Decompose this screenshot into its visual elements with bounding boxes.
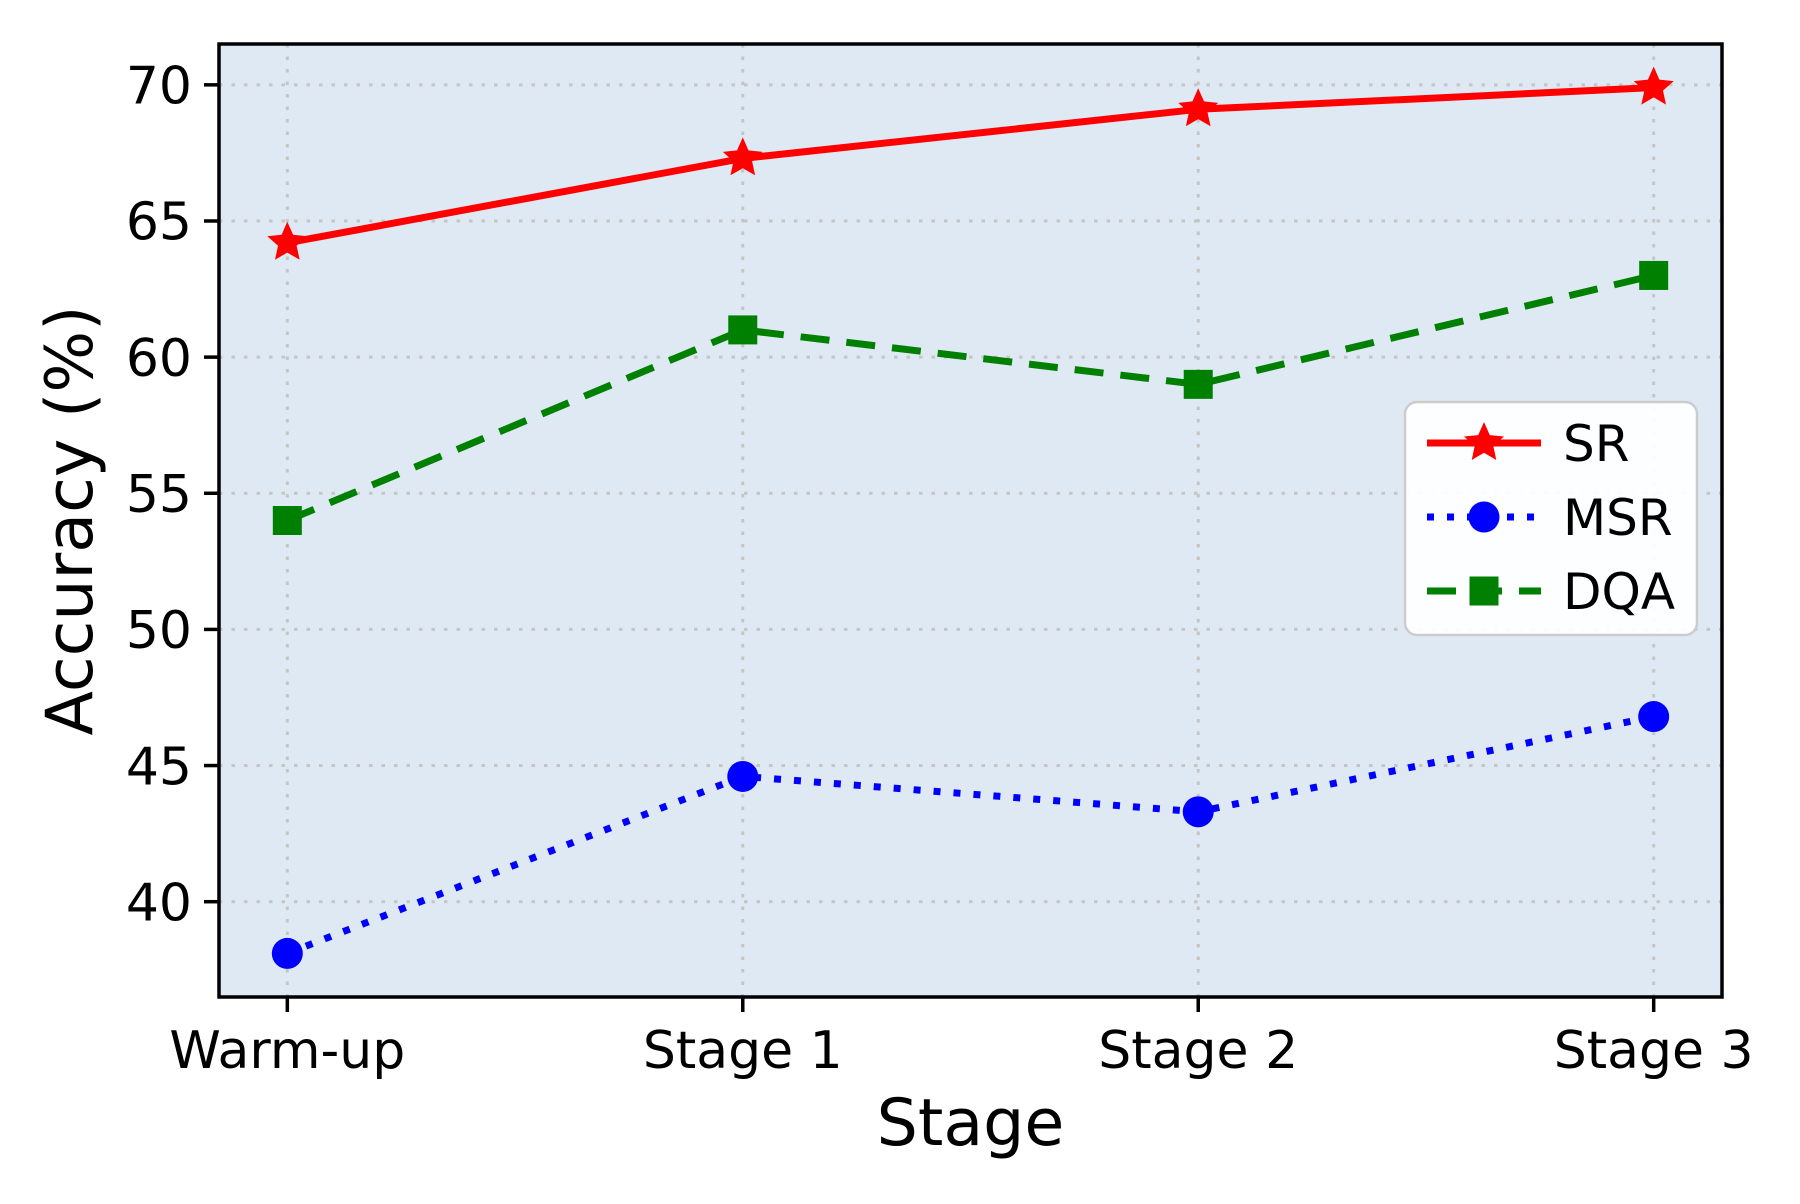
star-marker-SR-0 [267,221,308,260]
legend-entry-MSR: MSR [1427,489,1673,547]
legend-label-MSR: MSR [1563,489,1673,547]
circle-marker-MSR-0 [271,937,303,969]
legend-star-marker-SR [1464,422,1504,460]
y-tick-label-70: 70 [126,57,192,117]
y-tick-label-60: 60 [126,329,192,389]
tick-labels: 40 45 50 55 60 65 70 Warm-up Stage 1 Stage 2 Stage… [126,57,1754,1081]
legend-entry-DQA: DQA [1427,563,1675,621]
legend: SR MSR DQA [1403,400,1699,637]
square-marker-DQA-3 [1639,260,1669,290]
square-marker-DQA-1 [728,315,758,345]
series-line-MSR [286,713,1655,957]
legend-square-marker-DQA [1469,576,1499,606]
circle-marker-MSR-3 [1638,701,1670,733]
legend-entry-SR: SR [1427,415,1629,473]
x-tick-label-3: Stage 3 [1554,1021,1754,1081]
circle-marker-MSR-1 [727,760,759,792]
series-markers-SR [267,66,1674,260]
y-tick-label-50: 50 [126,601,192,661]
axes-spines [217,42,1724,999]
series-markers-MSR [271,701,1670,969]
legend-label-DQA: DQA [1563,563,1675,621]
x-tick-label-1: Stage 1 [643,1021,843,1081]
tick-marks [204,83,1656,1012]
series-line-DQA [285,271,1655,524]
legend-label-SR: SR [1563,415,1629,473]
x-tick-label-0: Warm-up [169,1021,405,1081]
y-tick-label-45: 45 [126,737,192,797]
x-tick-label-2: Stage 2 [1098,1021,1298,1081]
y-tick-label-55: 55 [126,465,192,525]
star-marker-SR-1 [722,137,763,176]
x-axis-title: Stage [877,1086,1065,1161]
square-marker-DQA-2 [1183,369,1213,399]
series-line-SR [286,84,1654,247]
series-markers-DQA [272,260,1669,535]
star-marker-SR-2 [1178,88,1219,127]
circle-marker-MSR-2 [1182,796,1214,828]
y-tick-label-40: 40 [126,873,192,933]
y-tick-label-65: 65 [126,193,192,253]
square-marker-DQA-0 [272,506,302,535]
y-axis-title: Accuracy (%) [33,306,108,736]
legend-circle-marker-MSR [1468,501,1500,533]
star-marker-SR-3 [1633,66,1674,105]
